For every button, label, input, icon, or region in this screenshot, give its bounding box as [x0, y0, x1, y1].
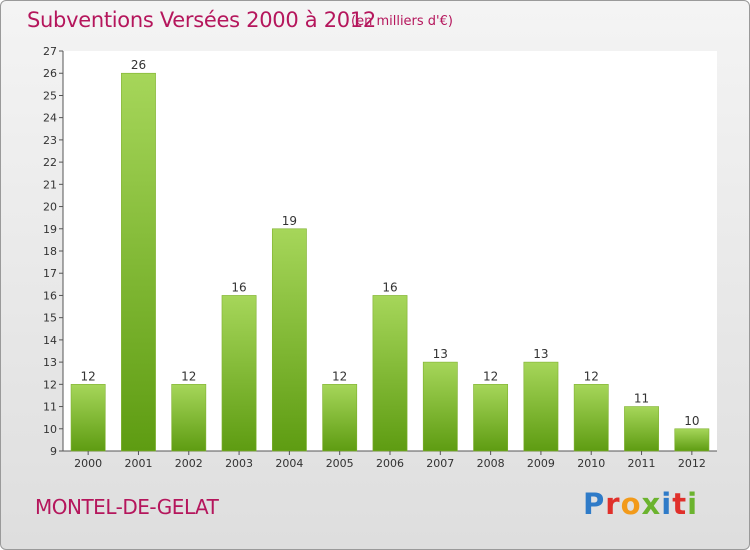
- bar: [674, 428, 710, 452]
- x-tick-label: 2007: [426, 457, 454, 470]
- x-tick-label: 2002: [175, 457, 203, 470]
- y-tick-label: 27: [43, 45, 57, 58]
- x-tick-label: 2008: [477, 457, 505, 470]
- y-tick-label: 11: [43, 401, 57, 414]
- chart-title: Subventions Versées 2000 à 2012: [27, 8, 376, 32]
- y-tick-label: 10: [43, 423, 57, 436]
- bar: [573, 384, 609, 452]
- y-tick-label: 21: [43, 178, 57, 191]
- bar: [221, 295, 257, 452]
- x-tick-label: 2004: [275, 457, 303, 470]
- x-tick-label: 2006: [376, 457, 404, 470]
- logo-letter: r: [605, 487, 621, 521]
- y-tick-label: 16: [43, 289, 57, 302]
- x-tick-label: 2010: [577, 457, 605, 470]
- bar: [171, 384, 207, 452]
- y-tick-label: 23: [43, 134, 57, 147]
- y-tick-label: 17: [43, 267, 57, 280]
- bar-value-label: 12: [181, 369, 196, 383]
- bar: [322, 384, 358, 452]
- bar: [473, 384, 509, 452]
- x-tick-label: 2000: [74, 457, 102, 470]
- bar-value-label: 16: [231, 280, 246, 294]
- bar-value-label: 12: [584, 369, 599, 383]
- bar: [422, 361, 458, 452]
- y-tick-label: 12: [43, 378, 57, 391]
- logo-letter: P: [583, 487, 606, 521]
- proxiti-logo: Proxiti: [583, 487, 698, 521]
- x-tick-label: 2003: [225, 457, 253, 470]
- y-tick-label: 26: [43, 67, 57, 80]
- y-tick-label: 25: [43, 89, 57, 102]
- bar-value-label: 12: [483, 369, 498, 383]
- bar: [121, 72, 156, 452]
- y-tick-label: 13: [43, 356, 57, 369]
- y-tick-label: 22: [43, 156, 57, 169]
- y-tick-label: 9: [50, 445, 57, 458]
- logo-letter: o: [620, 487, 642, 521]
- x-tick-label: 2005: [326, 457, 354, 470]
- bar: [523, 361, 559, 452]
- y-tick-label: 20: [43, 201, 57, 214]
- bar-value-label: 13: [533, 347, 548, 361]
- x-tick-label: 2011: [628, 457, 656, 470]
- logo-letter: i: [661, 487, 673, 521]
- y-tick-label: 24: [43, 112, 57, 125]
- bar: [70, 384, 106, 452]
- logo-letter: x: [641, 487, 662, 521]
- bar-value-label: 19: [282, 214, 297, 228]
- y-tick-label: 18: [43, 245, 57, 258]
- x-tick-label: 2012: [678, 457, 706, 470]
- x-tick-label: 2001: [124, 457, 152, 470]
- bar-value-label: 13: [433, 347, 448, 361]
- bar: [271, 228, 307, 452]
- bar: [372, 295, 408, 452]
- bar-value-label: 12: [332, 369, 347, 383]
- bar-value-label: 26: [131, 58, 146, 72]
- bar-value-label: 16: [382, 280, 397, 294]
- bar: [624, 406, 659, 452]
- bar-value-label: 10: [684, 414, 699, 428]
- commune-name: MONTEL-DE-GELAT: [35, 495, 219, 519]
- logo-letter: t: [672, 487, 688, 521]
- y-tick-label: 19: [43, 223, 57, 236]
- x-tick-label: 2009: [527, 457, 555, 470]
- chart-subtitle: (en milliers d'€): [351, 14, 453, 29]
- y-tick-label: 14: [43, 334, 57, 347]
- bar-value-label: 12: [81, 369, 96, 383]
- logo-letter: i: [687, 487, 699, 521]
- bar-value-label: 11: [634, 392, 649, 406]
- y-tick-label: 15: [43, 312, 57, 325]
